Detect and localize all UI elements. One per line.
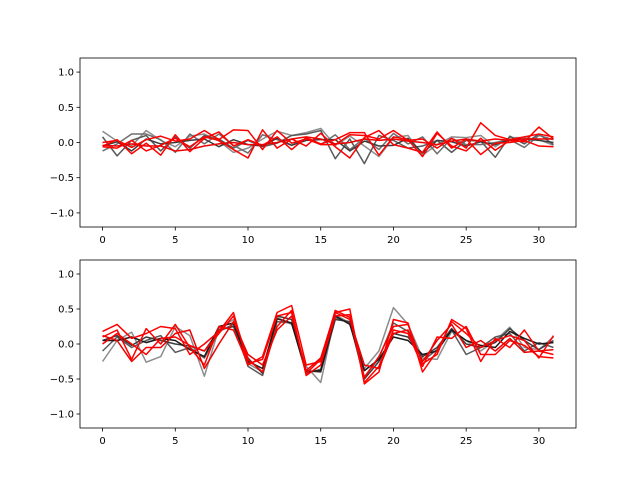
y-tick-label: 0.5 bbox=[58, 103, 74, 114]
x-tick-label: 5 bbox=[172, 436, 178, 447]
y-tick-label: −1.0 bbox=[50, 208, 74, 219]
x-tick-label: 0 bbox=[99, 436, 105, 447]
x-tick-label: 25 bbox=[460, 436, 473, 447]
y-tick-label: 0.5 bbox=[58, 305, 74, 316]
x-tick-label: 20 bbox=[387, 436, 400, 447]
x-tick-label: 0 bbox=[99, 235, 105, 246]
y-tick-label: −0.5 bbox=[50, 375, 74, 386]
y-tick-label: −0.5 bbox=[50, 173, 74, 184]
series-line-7 bbox=[102, 311, 554, 372]
y-tick-label: 0.0 bbox=[58, 138, 74, 149]
series-line-5 bbox=[102, 122, 554, 151]
subplot-bottom: 0 5 10 15 20 25 30 −1.0 −0.5 0.0 0.5 1.0 bbox=[50, 259, 577, 447]
x-tick-label: 15 bbox=[314, 235, 327, 246]
x-tick-label: 30 bbox=[533, 235, 546, 246]
y-tick-label: 1.0 bbox=[58, 68, 74, 79]
x-tick-label: 15 bbox=[314, 436, 327, 447]
x-tick-label: 10 bbox=[242, 235, 255, 246]
series-line-7 bbox=[102, 136, 554, 152]
series-line-6 bbox=[102, 309, 554, 384]
x-tick-label: 10 bbox=[242, 436, 255, 447]
series-line-6 bbox=[102, 129, 554, 159]
x-tick-label: 25 bbox=[460, 235, 473, 246]
x-tick-label: 20 bbox=[387, 235, 400, 246]
x-tick-label: 5 bbox=[172, 235, 178, 246]
y-tick-label: 0.0 bbox=[58, 340, 74, 351]
series-line-0 bbox=[102, 127, 554, 158]
y-tick-label: −1.0 bbox=[50, 410, 74, 421]
subplot-top: 0 5 10 15 20 25 30 −1.0 −0.5 0.0 0.5 1.0 bbox=[50, 57, 577, 246]
x-tick-label: 30 bbox=[533, 436, 546, 447]
y-tick-label: 1.0 bbox=[58, 270, 74, 281]
